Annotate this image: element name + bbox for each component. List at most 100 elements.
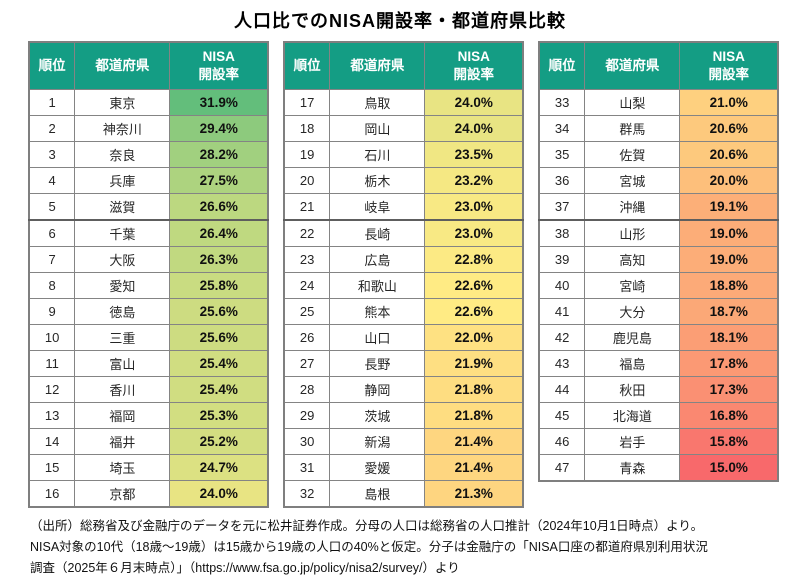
table-row: 25 熊本 22.6% — [283, 298, 524, 325]
source-note-line3: 調査（2025年６月末時点）」（https://www.fsa.go.jp/po… — [30, 561, 460, 575]
rate-cell: 21.3% — [424, 480, 524, 508]
prefecture-cell: 長野 — [329, 350, 426, 377]
rate-cell: 22.6% — [424, 272, 524, 299]
header-row: 順位 都道府県 NISA 開設率 — [538, 41, 779, 90]
table-row: 44 秋田 17.3% — [538, 376, 779, 403]
prefecture-cell: 岡山 — [329, 115, 426, 142]
rate-cell: 19.0% — [679, 219, 779, 247]
prefecture-cell: 広島 — [329, 246, 426, 273]
table-row: 35 佐賀 20.6% — [538, 141, 779, 168]
prefecture-cell: 佐賀 — [584, 141, 681, 168]
table-row: 46 岩手 15.8% — [538, 428, 779, 455]
prefecture-cell: 北海道 — [584, 402, 681, 429]
prefecture-cell: 千葉 — [74, 219, 171, 247]
rate-cell: 22.0% — [424, 324, 524, 351]
table-row: 21 岐阜 23.0% — [283, 193, 524, 221]
prefecture-cell: 福岡 — [74, 402, 171, 429]
rate-header: NISA 開設率 — [169, 41, 269, 90]
rate-cell: 18.8% — [679, 272, 779, 299]
prefecture-cell: 秋田 — [584, 376, 681, 403]
ranking-table-2: 順位 都道府県 NISA 開設率 17 鳥取 24.0% 18 岡山 24.0% 19 石川 2… — [283, 41, 524, 508]
rate-cell: 23.2% — [424, 167, 524, 194]
table-row: 45 北海道 16.8% — [538, 402, 779, 429]
table-row: 7 大阪 26.3% — [28, 246, 269, 273]
prefecture-header: 都道府県 — [74, 41, 171, 90]
rank-cell: 21 — [283, 193, 331, 221]
rate-header-line1: NISA — [202, 48, 235, 64]
rank-cell: 1 — [28, 89, 76, 116]
prefecture-cell: 高知 — [584, 246, 681, 273]
prefecture-cell: 岩手 — [584, 428, 681, 455]
rate-cell: 17.8% — [679, 350, 779, 377]
prefecture-cell: 鳥取 — [329, 89, 426, 116]
header-row: 順位 都道府県 NISA 開設率 — [28, 41, 269, 90]
rate-cell: 26.3% — [169, 246, 269, 273]
table-row: 22 長崎 23.0% — [283, 219, 524, 247]
rank-cell: 31 — [283, 454, 331, 481]
rate-cell: 22.8% — [424, 246, 524, 273]
prefecture-cell: 奈良 — [74, 141, 171, 168]
rank-cell: 8 — [28, 272, 76, 299]
rank-cell: 7 — [28, 246, 76, 273]
rank-cell: 9 — [28, 298, 76, 325]
prefecture-cell: 熊本 — [329, 298, 426, 325]
page-title: 人口比でのNISA開設率・都道府県比較 — [233, 11, 566, 31]
rank-cell: 23 — [283, 246, 331, 273]
rate-cell: 20.6% — [679, 115, 779, 142]
prefecture-cell: 神奈川 — [74, 115, 171, 142]
rate-header: NISA 開設率 — [679, 41, 779, 90]
rate-cell: 15.8% — [679, 428, 779, 455]
rate-cell: 24.7% — [169, 454, 269, 481]
rank-cell: 25 — [283, 298, 331, 325]
rate-cell: 21.0% — [679, 89, 779, 116]
prefecture-cell: 新潟 — [329, 428, 426, 455]
rank-cell: 26 — [283, 324, 331, 351]
prefecture-cell: 兵庫 — [74, 167, 171, 194]
rate-cell: 21.8% — [424, 402, 524, 429]
rank-header: 順位 — [28, 41, 76, 90]
rank-cell: 32 — [283, 480, 331, 508]
rank-cell: 38 — [538, 219, 586, 247]
rate-cell: 20.0% — [679, 167, 779, 194]
rate-cell: 19.1% — [679, 193, 779, 221]
ranking-table-3: 順位 都道府県 NISA 開設率 33 山梨 21.0% 34 群馬 20.6% 35 佐賀 2… — [538, 41, 779, 482]
rank-cell: 28 — [283, 376, 331, 403]
prefecture-cell: 鹿児島 — [584, 324, 681, 351]
table-row: 26 山口 22.0% — [283, 324, 524, 351]
prefecture-cell: 長崎 — [329, 219, 426, 247]
rank-cell: 10 — [28, 324, 76, 351]
rate-cell: 20.6% — [679, 141, 779, 168]
rank-cell: 12 — [28, 376, 76, 403]
prefecture-cell: 茨城 — [329, 402, 426, 429]
ranking-tables: 順位 都道府県 NISA 開設率 1 東京 31.9% 2 神奈川 29.4% 3 奈良 28.… — [28, 41, 779, 508]
ranking-table-1: 順位 都道府県 NISA 開設率 1 東京 31.9% 2 神奈川 29.4% 3 奈良 28.… — [28, 41, 269, 508]
rank-cell: 20 — [283, 167, 331, 194]
table-row: 36 宮城 20.0% — [538, 167, 779, 194]
table-row: 40 宮崎 18.8% — [538, 272, 779, 299]
table-row: 39 高知 19.0% — [538, 246, 779, 273]
table-row: 2 神奈川 29.4% — [28, 115, 269, 142]
table-row: 38 山形 19.0% — [538, 219, 779, 247]
prefecture-cell: 愛媛 — [329, 454, 426, 481]
rank-cell: 24 — [283, 272, 331, 299]
table-row: 31 愛媛 21.4% — [283, 454, 524, 481]
rate-cell: 19.0% — [679, 246, 779, 273]
rate-cell: 27.5% — [169, 167, 269, 194]
rate-cell: 23.5% — [424, 141, 524, 168]
table-row: 32 島根 21.3% — [283, 480, 524, 508]
table-row: 14 福井 25.2% — [28, 428, 269, 455]
rank-cell: 14 — [28, 428, 76, 455]
source-note-line1: （出所）総務省及び金融庁のデータを元に松井証券作成。分母の人口は総務省の人口推計… — [30, 519, 704, 533]
rank-cell: 30 — [283, 428, 331, 455]
rate-cell: 31.9% — [169, 89, 269, 116]
table-row: 24 和歌山 22.6% — [283, 272, 524, 299]
rank-cell: 45 — [538, 402, 586, 429]
prefecture-cell: 東京 — [74, 89, 171, 116]
table-row: 5 滋賀 26.6% — [28, 193, 269, 221]
table-row: 16 京都 24.0% — [28, 480, 269, 508]
rank-cell: 18 — [283, 115, 331, 142]
rate-cell: 17.3% — [679, 376, 779, 403]
rate-cell: 23.0% — [424, 219, 524, 247]
prefecture-cell: 富山 — [74, 350, 171, 377]
table-row: 4 兵庫 27.5% — [28, 167, 269, 194]
